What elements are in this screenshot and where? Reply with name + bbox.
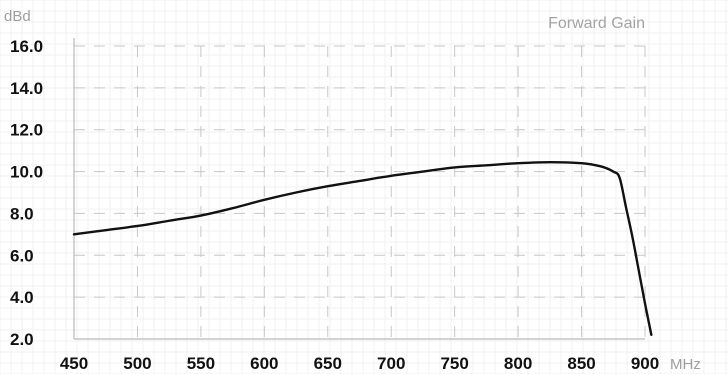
y-tick-label: 16.0 xyxy=(10,37,43,56)
x-tick-label: 600 xyxy=(250,354,278,373)
x-axis-ticks: 450 500 550 600 650 700 750 800 850 900 xyxy=(60,354,659,373)
y-tick-label: 10.0 xyxy=(10,163,43,182)
y-tick-label: 4.0 xyxy=(10,288,34,307)
y-tick-label: 14.0 xyxy=(10,79,43,98)
x-tick-label: 450 xyxy=(60,354,88,373)
y-tick-label: 8.0 xyxy=(10,204,34,223)
chart-title: Forward Gain xyxy=(548,15,645,32)
y-axis-unit-label: dBd xyxy=(4,8,31,25)
y-tick-label: 2.0 xyxy=(10,330,34,349)
x-tick-label: 750 xyxy=(440,354,468,373)
y-axis-ticks: 2.0 4.0 6.0 8.0 10.0 12.0 14.0 16.0 xyxy=(10,37,43,349)
y-tick-label: 12.0 xyxy=(10,121,43,140)
x-tick-label: 800 xyxy=(504,354,532,373)
x-tick-label: 850 xyxy=(567,354,595,373)
x-tick-label: 650 xyxy=(314,354,342,373)
x-tick-label: 700 xyxy=(377,354,405,373)
x-axis-unit-label: MHz xyxy=(670,356,701,373)
series-line-forward-gain xyxy=(72,160,653,337)
x-tick-label: 550 xyxy=(187,354,215,373)
chart-axes xyxy=(73,38,645,340)
y-tick-label: 6.0 xyxy=(10,246,34,265)
x-tick-label: 500 xyxy=(123,354,151,373)
chart-grid xyxy=(74,45,646,339)
x-tick-label: 900 xyxy=(631,354,659,373)
